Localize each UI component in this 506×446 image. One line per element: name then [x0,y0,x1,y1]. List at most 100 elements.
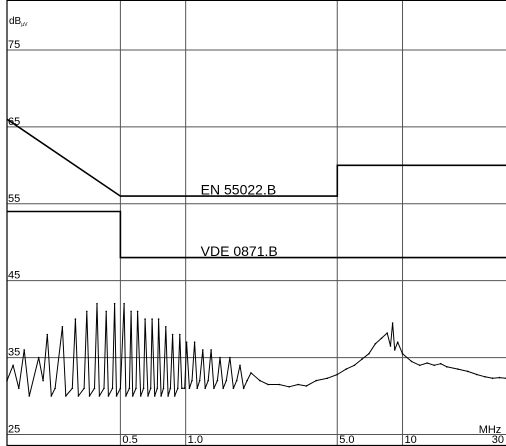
trace-point [50,395,53,397]
trace-point [232,387,235,390]
trace-point [391,322,394,324]
tick-label-layer: 75 65 55 45 35 25 0.5 1.0 5.0 10 30 [8,39,504,446]
grid-layer [7,0,506,446]
trace-point [142,387,145,390]
trace-point [410,360,413,363]
trace-point [179,333,181,336]
trace-point [177,387,179,390]
trace-point [188,387,191,390]
trace-point [491,377,494,380]
trace-point [18,387,20,390]
trace-point [181,387,183,390]
limit-line-en55022 [6,118,506,197]
y-tick-label: 65 [8,116,20,128]
y-tick-label: 45 [8,270,20,282]
trace-point [157,318,160,320]
x-tick-label: 1.0 [188,434,203,446]
trace-point [246,379,248,382]
trace-point [418,364,421,367]
trace-point [193,341,196,344]
trace-point [259,379,261,382]
trace-point [204,387,206,390]
trace-point [374,342,377,345]
trace-point [498,376,501,379]
x-tick-label: 30 [492,434,504,446]
trace-point [457,368,459,370]
trace-point [88,395,91,397]
y-unit-subscript: µV [21,22,28,28]
trace-point [207,379,209,382]
trace-point [326,377,329,380]
trace-point [396,341,399,344]
trace-point [113,302,116,305]
trace-point [37,356,40,359]
trace-point [315,379,318,382]
trace-point [130,310,132,313]
trace-point [23,349,26,351]
trace-point [77,395,80,397]
trace-point [361,358,363,360]
y-tick-label: 75 [8,39,20,51]
trace-point [433,364,436,367]
trace-point [242,387,245,390]
trace-point [225,379,228,382]
trace-point [123,302,125,305]
limit-label-en55022: EN 55022.B [201,182,277,198]
trace-point [151,318,153,320]
trace-point [169,387,172,390]
trace-point [222,387,224,390]
trace-point [278,383,281,386]
trace-point [119,387,122,390]
y-tick-label: 55 [8,193,20,205]
trace-point [305,385,308,387]
trace-point [368,352,370,355]
trace-point [12,364,14,367]
trace-point [111,387,114,390]
trace-point [115,395,118,397]
trace-point [353,364,356,367]
trace-point [160,395,162,397]
trace-point [446,366,448,368]
trace-point [426,362,429,364]
trace-point [393,349,396,351]
trace-point [386,332,389,334]
trace-point [144,318,146,320]
trace-point [167,395,169,397]
trace-point [149,387,152,390]
trace-point [162,387,165,390]
trace-point [183,387,186,390]
trace-point [389,345,392,347]
trace-point [83,387,85,390]
x-tick-label: 0.5 [122,434,137,446]
trace-point [467,370,469,373]
trace-point [153,395,156,397]
trace-point [239,364,241,367]
trace-point [219,356,221,359]
trace-point [125,395,127,397]
trace-point [135,387,137,390]
trace-point [484,376,486,378]
measurement-trace-layer [6,302,506,397]
x-unit-label: MHz [479,424,502,436]
trace-point [210,349,212,351]
trace-point [103,387,105,390]
trace-point [139,395,142,397]
trace-point [128,387,131,390]
trace-point [96,302,98,305]
trace-point [235,379,238,382]
limit-line-vde0871 [7,210,506,259]
trace-point [107,395,110,397]
trace-point [46,333,49,336]
trace-point [131,395,134,397]
trace-point [202,349,204,351]
trace-point [196,387,198,390]
trace-point [267,383,269,386]
trace-point [288,386,290,388]
trace-point [345,368,348,370]
trace-point [93,387,96,390]
trace-point [185,341,188,344]
trace-point [28,395,31,397]
trace-point [54,387,56,390]
